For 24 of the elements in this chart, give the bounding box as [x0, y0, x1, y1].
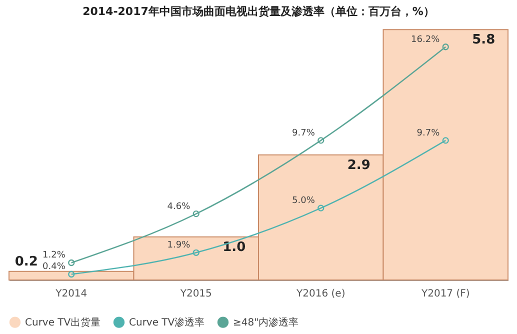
data-label: 0.2: [14, 254, 38, 270]
x-tick-label: Y2015: [179, 288, 212, 300]
x-tick-label: Y2016 (e): [296, 288, 346, 300]
legend-label: Curve TV渗透率: [129, 316, 205, 328]
point: [318, 204, 324, 212]
chart-title: 2014-2017年中国市场曲面电视出货量及渗透率（单位：百万台，%）: [82, 5, 434, 18]
data-label: 0.4%: [42, 262, 66, 272]
data-label: 1.0: [222, 240, 246, 255]
data-label: 5.0%: [292, 196, 316, 206]
data-label: 1.2%: [42, 250, 66, 261]
data-label: 9.7%: [292, 128, 316, 138]
data-label: 9.7%: [416, 128, 440, 138]
legend-label: Curve TV出货量: [25, 316, 101, 328]
x-tick-label: Y2017 (F): [420, 288, 470, 300]
legend-label: ≥48"内渗透率: [233, 316, 299, 328]
point: [192, 249, 200, 256]
data-label: 1.9%: [167, 240, 191, 251]
data-label: 16.2%: [411, 34, 440, 45]
data-label: 5.8: [472, 32, 496, 48]
point: [192, 210, 200, 218]
point: [318, 137, 324, 144]
data-label: 2.9: [347, 158, 370, 173]
x-tick-label: Y2014: [54, 288, 88, 300]
data-label: 4.6%: [167, 202, 191, 212]
